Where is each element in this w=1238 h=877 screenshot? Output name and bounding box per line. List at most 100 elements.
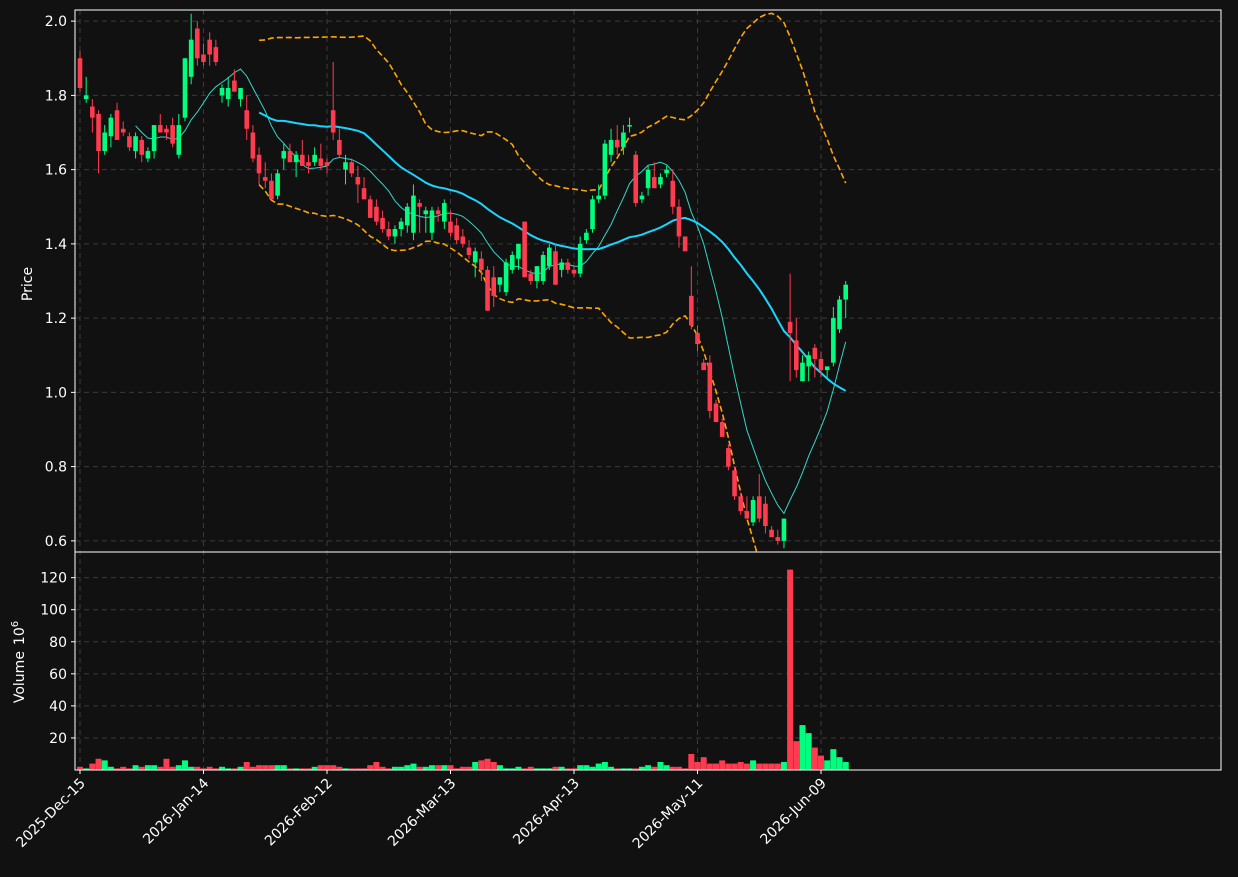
volume-bar: [311, 766, 318, 770]
candle-body: [330, 110, 336, 133]
volume-bar: [286, 768, 293, 770]
volume-bar: [472, 761, 479, 770]
volume-bar: [577, 765, 584, 770]
volume-bar: [410, 763, 417, 770]
candle-body: [404, 206, 410, 226]
volume-bar: [725, 763, 732, 770]
volume-bar: [157, 766, 164, 770]
volume-bar: [169, 766, 176, 770]
candle-body: [244, 110, 250, 129]
price-grid: [75, 10, 1221, 770]
candle-body: [571, 269, 577, 274]
volume-bar: [805, 733, 812, 770]
candle-body: [151, 125, 157, 152]
volume-bar: [614, 768, 621, 770]
volume-bar: [398, 766, 405, 770]
price-tick-label: 2.0: [45, 14, 67, 30]
price-tick-label: 1.4: [45, 237, 67, 253]
candle-body: [843, 284, 848, 300]
candle-body: [540, 255, 546, 281]
volume-bar: [151, 765, 158, 770]
volume-bar: [206, 766, 213, 770]
bollinger-bands: [258, 12, 847, 552]
x-tick-label: 2025-Dec-15: [13, 776, 88, 851]
candle-body: [225, 87, 231, 100]
candle-body: [726, 448, 731, 467]
ma-slow-line: [258, 111, 847, 392]
volume-bar: [175, 765, 182, 770]
volume-panel-frame: [74, 551, 1222, 771]
candle-body: [584, 232, 589, 241]
volume-bar: [416, 766, 423, 770]
candle-body: [293, 154, 299, 163]
candle-body: [386, 229, 392, 237]
candle-body: [232, 80, 237, 92]
volume-tick-label: 20: [49, 731, 67, 747]
volume-bar: [299, 768, 306, 770]
candle-body: [275, 173, 280, 196]
candle-body: [312, 154, 317, 163]
volume-bar: [663, 765, 670, 770]
volume-bar: [799, 725, 806, 770]
volume-bar: [249, 766, 256, 770]
candle-body: [201, 54, 206, 62]
volume-bar: [830, 749, 837, 770]
candle-body: [306, 162, 311, 166]
candle-body: [324, 162, 330, 166]
volume-bar: [354, 768, 361, 770]
candle-body: [448, 221, 453, 233]
volume-bar: [144, 765, 151, 770]
volume-bar: [552, 766, 559, 770]
candle-body: [213, 47, 219, 62]
volume-bar: [632, 768, 639, 770]
candle-body: [837, 299, 842, 330]
candle-body: [120, 128, 126, 133]
candle-body: [207, 39, 212, 55]
candle-body: [287, 151, 293, 163]
candle-body: [300, 154, 305, 166]
volume-bar: [601, 761, 608, 770]
candle-body: [707, 362, 713, 411]
candle-body: [361, 188, 367, 200]
candle-body: [787, 321, 793, 333]
volume-bar: [793, 741, 800, 770]
volume-bar: [466, 766, 473, 770]
x-tick-label: 2026-Mar-13: [385, 776, 459, 850]
candle-body: [794, 340, 799, 371]
volume-tick-labels: 20 40 60 80 100 120: [40, 571, 75, 747]
volume-bar: [268, 765, 275, 770]
price-tick-labels: 0.6 0.8 1.0 1.2 1.4 1.6 1.8 2.0: [45, 14, 75, 550]
candle-body: [133, 136, 138, 152]
candle-body: [670, 180, 676, 207]
candle-body: [738, 496, 744, 512]
volume-tick-label: 60: [49, 667, 67, 683]
volume-bar: [700, 757, 707, 770]
volume-bar: [787, 569, 794, 770]
volume-bar: [367, 765, 374, 770]
candle-body: [818, 358, 824, 371]
volume-bar: [89, 763, 96, 770]
volume-bar: [836, 757, 843, 770]
volume-bar: [305, 768, 312, 770]
candle-body: [269, 180, 274, 200]
candle-body: [145, 151, 151, 159]
volume-axis-exponent-power: 6: [10, 621, 21, 627]
candle-body: [633, 154, 639, 204]
candle-body: [769, 529, 774, 538]
volume-tick-label: 100: [40, 603, 67, 619]
candle-body: [676, 206, 682, 237]
candle-body: [343, 162, 348, 170]
candle-body: [472, 251, 478, 263]
volume-bar: [750, 760, 757, 770]
x-tick-label: 2026-Jun-09: [758, 776, 830, 848]
volume-bar: [515, 766, 522, 770]
candle-body: [713, 403, 719, 423]
volume-bar: [280, 765, 287, 770]
volume-bar: [391, 766, 398, 770]
volume-bar: [342, 768, 349, 770]
volume-bar: [385, 768, 392, 770]
volume-bar: [546, 768, 553, 770]
volume-bar: [212, 768, 219, 770]
volume-bar: [77, 766, 83, 770]
